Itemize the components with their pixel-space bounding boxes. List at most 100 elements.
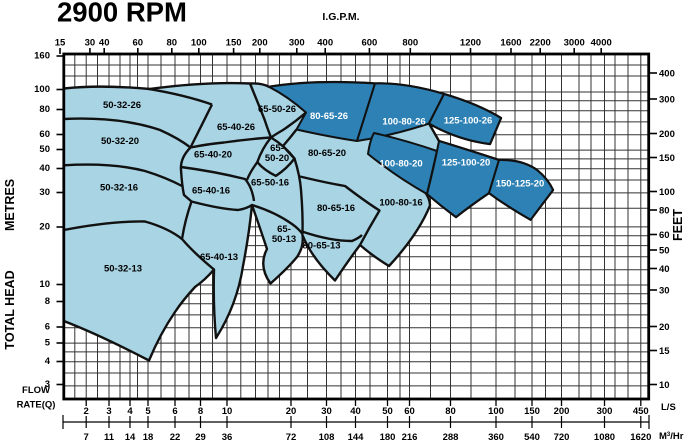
svg-text:29: 29 xyxy=(195,432,206,443)
svg-text:5: 5 xyxy=(145,406,151,417)
svg-text:80: 80 xyxy=(445,406,456,417)
svg-text:200: 200 xyxy=(252,38,268,49)
svg-text:10: 10 xyxy=(39,279,50,290)
svg-text:216: 216 xyxy=(402,432,418,443)
svg-text:300: 300 xyxy=(659,95,675,106)
svg-text:144: 144 xyxy=(348,432,365,443)
svg-text:5: 5 xyxy=(45,338,51,349)
svg-text:FLOW: FLOW xyxy=(22,385,50,396)
svg-text:100-80-26: 100-80-26 xyxy=(382,117,425,128)
svg-text:METRES: METRES xyxy=(3,179,17,231)
svg-text:50: 50 xyxy=(39,144,50,155)
svg-text:65-40-16: 65-40-16 xyxy=(192,186,230,197)
svg-text:65-50-26: 65-50-26 xyxy=(258,104,296,115)
svg-text:1080: 1080 xyxy=(594,432,615,443)
svg-text:2200: 2200 xyxy=(530,38,551,49)
svg-text:800: 800 xyxy=(402,38,418,49)
svg-text:100: 100 xyxy=(659,187,675,198)
svg-text:80-65-13: 80-65-13 xyxy=(302,241,340,252)
svg-text:2900 RPM: 2900 RPM xyxy=(57,0,187,28)
svg-text:50: 50 xyxy=(382,406,393,417)
svg-text:4000: 4000 xyxy=(591,38,612,49)
svg-text:450: 450 xyxy=(633,406,649,417)
svg-text:18: 18 xyxy=(143,432,154,443)
svg-text:6: 6 xyxy=(45,322,50,333)
svg-text:160: 160 xyxy=(34,51,50,62)
svg-text:80-65-16: 80-65-16 xyxy=(317,203,355,214)
svg-text:30: 30 xyxy=(39,187,50,198)
svg-text:1600: 1600 xyxy=(500,38,521,49)
svg-text:50-32-16: 50-32-16 xyxy=(100,183,138,194)
svg-text:80: 80 xyxy=(39,104,50,115)
svg-text:L/S: L/S xyxy=(661,402,676,413)
svg-text:100-80-16: 100-80-16 xyxy=(379,198,422,209)
svg-text:80-65-26: 80-65-26 xyxy=(310,111,348,122)
svg-text:65-40-20: 65-40-20 xyxy=(194,150,232,161)
svg-text:I.G.P.M.: I.G.P.M. xyxy=(322,11,359,23)
svg-text:3: 3 xyxy=(106,406,111,417)
svg-text:65-40-26: 65-40-26 xyxy=(217,122,255,133)
svg-text:3: 3 xyxy=(45,379,50,390)
svg-text:60: 60 xyxy=(404,406,415,417)
svg-text:100-80-20: 100-80-20 xyxy=(379,159,422,170)
svg-text:600: 600 xyxy=(361,38,377,49)
svg-text:360: 360 xyxy=(488,432,504,443)
svg-text:100: 100 xyxy=(488,406,504,417)
svg-text:3000: 3000 xyxy=(564,38,585,49)
svg-text:150: 150 xyxy=(226,38,242,49)
svg-text:40: 40 xyxy=(659,264,670,275)
svg-text:10: 10 xyxy=(659,380,670,391)
svg-text:36: 36 xyxy=(222,432,233,443)
svg-text:30: 30 xyxy=(659,286,670,297)
svg-text:14: 14 xyxy=(125,432,136,443)
svg-text:65-50-16: 65-50-16 xyxy=(251,178,289,189)
svg-text:65-40-13: 65-40-13 xyxy=(200,252,238,263)
svg-text:288: 288 xyxy=(443,432,459,443)
svg-text:80: 80 xyxy=(167,38,178,49)
svg-text:40: 40 xyxy=(350,406,361,417)
svg-text:4: 4 xyxy=(45,356,51,367)
svg-text:7: 7 xyxy=(84,432,89,443)
svg-text:20: 20 xyxy=(286,406,297,417)
svg-text:RATE(Q): RATE(Q) xyxy=(17,400,56,411)
svg-text:15: 15 xyxy=(659,346,670,357)
svg-text:200: 200 xyxy=(659,129,675,140)
svg-text:150: 150 xyxy=(524,406,540,417)
svg-text:72: 72 xyxy=(286,432,297,443)
svg-text:40: 40 xyxy=(99,38,110,49)
svg-text:20: 20 xyxy=(39,222,50,233)
svg-text:30: 30 xyxy=(321,406,332,417)
svg-text:80: 80 xyxy=(659,206,670,217)
svg-text:6: 6 xyxy=(172,406,177,417)
svg-text:100: 100 xyxy=(34,84,50,95)
svg-text:400: 400 xyxy=(659,69,675,80)
svg-text:400: 400 xyxy=(317,38,333,49)
svg-text:60: 60 xyxy=(659,230,670,241)
svg-text:8: 8 xyxy=(45,296,50,307)
svg-text:125-100-20: 125-100-20 xyxy=(442,158,491,169)
svg-text:300: 300 xyxy=(289,38,305,49)
svg-text:720: 720 xyxy=(554,432,570,443)
svg-text:200: 200 xyxy=(554,406,570,417)
svg-text:100: 100 xyxy=(191,38,207,49)
svg-text:4: 4 xyxy=(127,406,133,417)
svg-text:22: 22 xyxy=(170,432,181,443)
svg-text:60: 60 xyxy=(133,38,144,49)
svg-text:65-: 65- xyxy=(277,224,291,235)
svg-text:50-32-26: 50-32-26 xyxy=(103,100,141,111)
svg-text:TOTAL HEAD: TOTAL HEAD xyxy=(3,270,17,349)
svg-text:65-: 65- xyxy=(270,143,284,154)
svg-text:540: 540 xyxy=(524,432,540,443)
svg-text:30: 30 xyxy=(85,38,96,49)
svg-text:50-20: 50-20 xyxy=(265,153,289,164)
svg-text:50-32-20: 50-32-20 xyxy=(101,136,139,147)
svg-text:1620: 1620 xyxy=(630,432,651,443)
svg-text:M3/Hr: M3/Hr xyxy=(659,431,684,442)
svg-text:60: 60 xyxy=(39,129,50,140)
svg-text:10: 10 xyxy=(222,406,233,417)
svg-text:1200: 1200 xyxy=(460,38,481,49)
svg-text:180: 180 xyxy=(380,432,396,443)
svg-text:80-65-20: 80-65-20 xyxy=(308,148,346,159)
svg-text:50: 50 xyxy=(659,246,670,257)
svg-text:108: 108 xyxy=(319,432,335,443)
